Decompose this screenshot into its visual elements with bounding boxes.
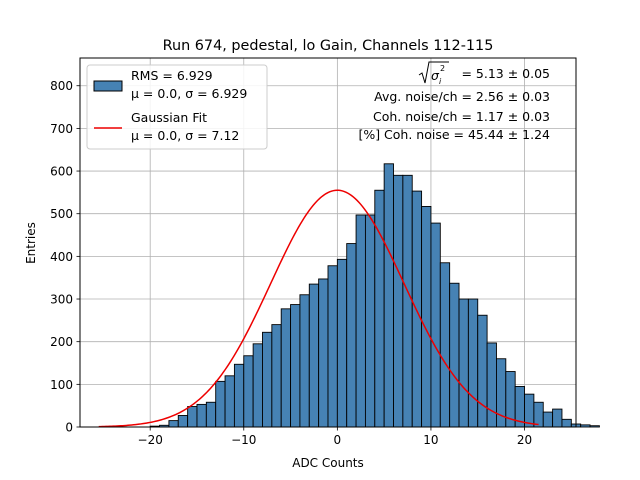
annotation-pct-coh-noise: [%] Coh. noise = 45.44 ± 1.24 — [358, 127, 550, 142]
y-tick-label: 100 — [50, 378, 73, 392]
legend-fit-line1: Gaussian Fit — [131, 110, 207, 125]
y-tick-label: 0 — [65, 421, 73, 435]
grid — [80, 58, 576, 428]
histogram-bar — [458, 298, 469, 428]
histogram-bar — [177, 415, 189, 428]
histogram-bar — [205, 401, 217, 428]
histogram-bar — [402, 174, 413, 428]
y-tick-label: 300 — [50, 293, 73, 307]
x-tick-label: −20 — [138, 433, 163, 447]
x-tick-label: 10 — [423, 433, 438, 447]
histogram-bar — [187, 406, 198, 428]
histogram-bar — [224, 375, 235, 428]
axes-frame — [79, 57, 577, 428]
histogram-bar — [552, 408, 563, 428]
x-tick-label: −10 — [231, 433, 256, 447]
histogram-bar — [243, 355, 254, 428]
svg-text:2: 2 — [440, 64, 445, 73]
y-axis-ticks: 0 100 200 300 400 500 600 700 800 — [50, 79, 80, 435]
legend-histogram-swatch — [93, 80, 123, 92]
noise-annotations: σ i 2 = 5.13 ± 0.05 Avg. noise/ch = 2.56… — [358, 61, 550, 142]
y-tick-label: 500 — [50, 207, 73, 221]
histogram-bar — [589, 425, 600, 428]
histogram-bar — [421, 206, 432, 428]
histogram-bar — [215, 380, 226, 428]
histogram-bar — [346, 243, 357, 428]
y-tick-label: 700 — [50, 122, 73, 136]
histogram-bars — [149, 163, 600, 428]
histogram-bar — [196, 403, 207, 428]
histogram-bar — [580, 424, 591, 428]
histogram-bar — [271, 324, 282, 428]
y-tick-label: 400 — [50, 250, 73, 264]
legend-hist-line1: RMS = 6.929 — [131, 68, 213, 83]
annotation-sqrt-value: = 5.13 ± 0.05 — [461, 66, 550, 81]
histogram-bar — [449, 282, 460, 428]
histogram-bar — [290, 304, 301, 428]
histogram-bar — [280, 308, 292, 428]
histogram-bar — [327, 265, 338, 428]
histogram-bar — [252, 343, 263, 428]
histogram-bar — [308, 283, 320, 428]
histogram-bar — [561, 418, 572, 428]
x-axis-ticks: −20 −10 0 10 20 — [138, 427, 532, 447]
y-tick-label: 200 — [50, 335, 73, 349]
histogram-bar — [383, 163, 394, 428]
sqrt-sigma-symbol: σ i 2 — [418, 61, 449, 86]
histogram-bar — [542, 411, 554, 428]
histogram-bar — [393, 174, 404, 428]
x-axis-label: ADC Counts — [292, 456, 364, 470]
histogram-bar — [336, 258, 348, 428]
histogram-bar — [318, 278, 329, 428]
y-axis-label: Entries — [24, 222, 38, 264]
histogram-bar — [533, 401, 544, 428]
histogram-bar — [355, 214, 366, 428]
annotation-coh-noise: Coh. noise/ch = 1.17 ± 0.03 — [373, 109, 550, 124]
histogram-bar — [364, 214, 376, 428]
histogram-bar — [430, 222, 441, 428]
y-tick-label: 800 — [50, 79, 73, 93]
legend-fit-line2: μ = 0.0, σ = 7.12 — [131, 128, 239, 143]
histogram-bar — [439, 262, 451, 428]
chart-title: Run 674, pedestal, lo Gain, Channels 112… — [163, 38, 494, 54]
annotation-avg-noise: Avg. noise/ch = 2.56 ± 0.03 — [374, 89, 550, 104]
legend: RMS = 6.929 μ = 0.0, σ = 6.929 Gaussian … — [86, 64, 268, 150]
y-tick-label: 600 — [50, 165, 73, 179]
x-tick-label: 20 — [517, 433, 532, 447]
histogram-bar — [233, 363, 245, 428]
histogram-bar — [467, 298, 479, 428]
histogram-bar — [477, 314, 488, 428]
x-tick-label: 0 — [334, 433, 342, 447]
legend-hist-line2: μ = 0.0, σ = 6.929 — [131, 86, 247, 101]
histogram-bar — [486, 342, 497, 428]
legend-box — [86, 64, 268, 150]
gaussian-fit-curve — [98, 189, 539, 428]
svg-text:σ: σ — [431, 68, 440, 83]
histogram-bar — [168, 420, 179, 428]
svg-text:i: i — [439, 77, 442, 86]
histogram-bar — [262, 331, 273, 428]
histogram-bar — [411, 190, 423, 428]
histogram-bar — [299, 294, 310, 428]
